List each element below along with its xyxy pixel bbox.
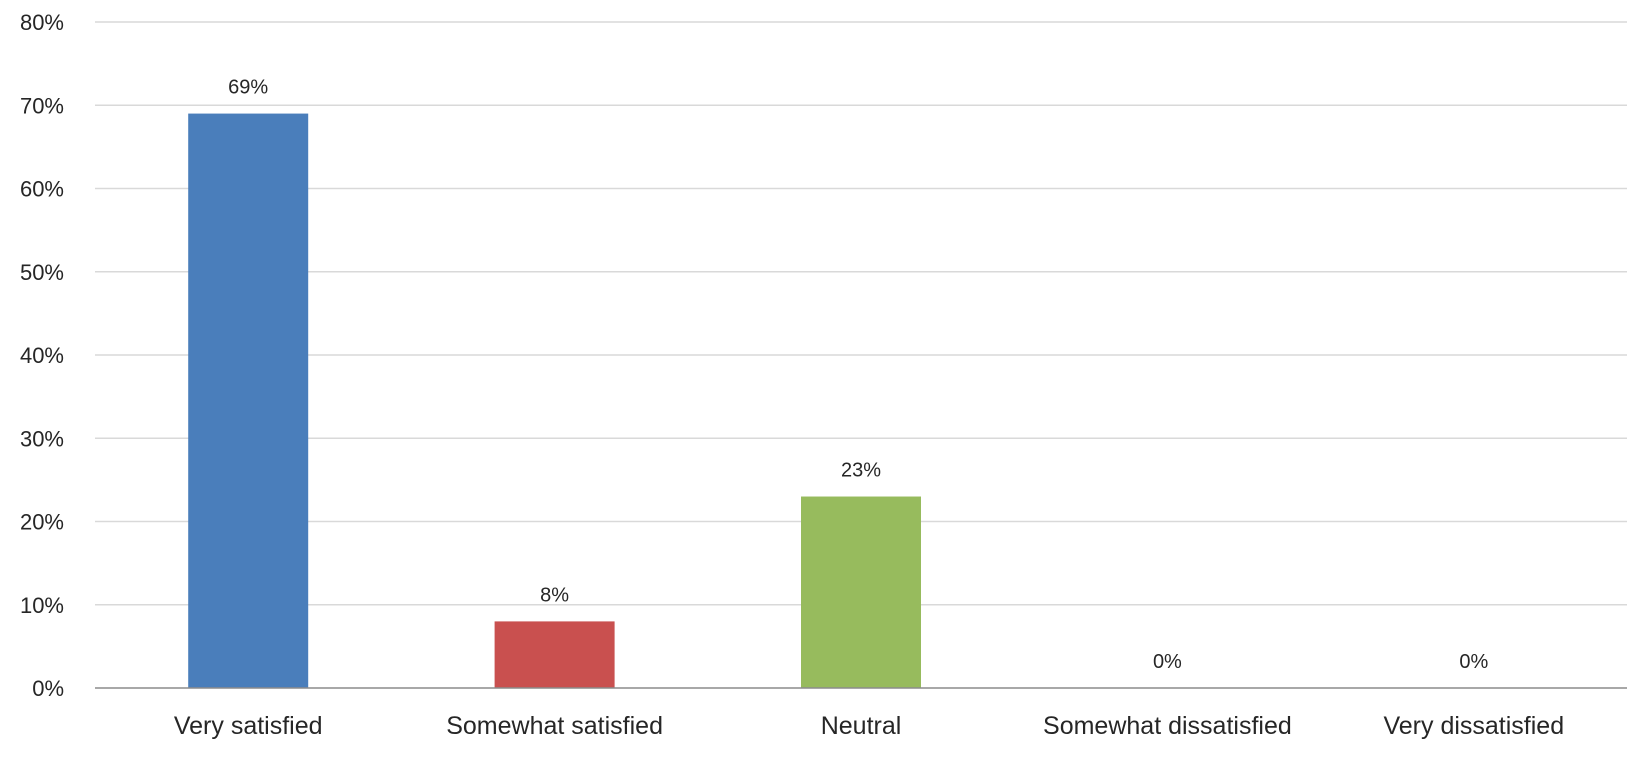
data-labels: 69% 8% 23% 0% 0% (228, 77, 1488, 673)
data-label: 0% (1459, 651, 1488, 673)
bar (801, 496, 921, 688)
data-label: 8% (540, 584, 569, 606)
y-tick-label: 80% (20, 10, 64, 35)
y-tick-label: 30% (20, 426, 64, 451)
y-tick-label: 0% (32, 676, 64, 701)
data-label: 0% (1153, 651, 1182, 673)
y-tick-label: 70% (20, 93, 64, 118)
bars (188, 113, 921, 688)
gridlines (95, 21, 1627, 606)
y-axis-tick-labels: 0% 10% 20% 30% 40% 50% 60% 70% 80% (20, 10, 64, 701)
y-tick-label: 20% (20, 510, 64, 535)
y-tick-label: 60% (20, 177, 64, 202)
bar (494, 621, 615, 688)
y-tick-label: 10% (20, 593, 64, 618)
data-label: 23% (841, 460, 881, 482)
data-label: 69% (228, 77, 268, 99)
y-tick-label: 50% (20, 260, 64, 285)
y-tick-label: 40% (20, 343, 64, 368)
x-category-label: Very dissatisfied (1383, 712, 1564, 740)
bar (188, 113, 309, 688)
x-axis-category-labels: Very satisfied Somewhat satisfied Neutral S… (174, 712, 1564, 740)
x-category-label: Neutral (821, 712, 902, 740)
x-category-label: Somewhat dissatisfied (1043, 712, 1292, 740)
x-category-label: Somewhat satisfied (446, 712, 663, 740)
x-category-label: Very satisfied (174, 712, 323, 740)
